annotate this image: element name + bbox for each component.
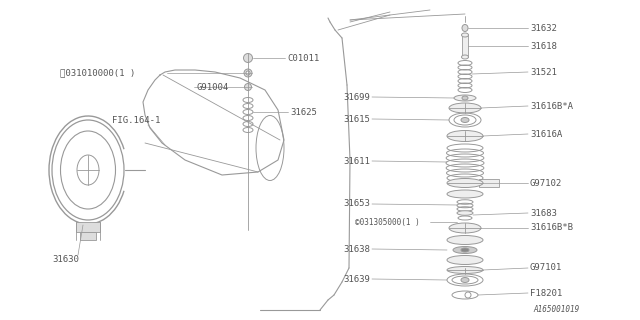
Text: 31521: 31521 <box>530 68 557 76</box>
Ellipse shape <box>457 211 473 215</box>
Text: G91004: G91004 <box>196 83 228 92</box>
Text: 31639: 31639 <box>343 275 370 284</box>
Ellipse shape <box>447 267 483 274</box>
Text: 31618: 31618 <box>530 42 557 51</box>
Text: 31616B*A: 31616B*A <box>530 101 573 110</box>
Ellipse shape <box>461 33 468 37</box>
Text: 31653: 31653 <box>343 199 370 209</box>
Ellipse shape <box>461 277 469 283</box>
Text: C01011: C01011 <box>287 53 319 62</box>
Text: 31615: 31615 <box>343 115 370 124</box>
Text: 31699: 31699 <box>343 92 370 101</box>
Ellipse shape <box>447 236 483 244</box>
Ellipse shape <box>246 71 250 75</box>
Text: 31630: 31630 <box>52 255 79 265</box>
Text: Ⓦ031010000(1 ): Ⓦ031010000(1 ) <box>60 68 135 77</box>
Ellipse shape <box>461 117 469 123</box>
Ellipse shape <box>453 246 477 253</box>
Ellipse shape <box>243 53 253 62</box>
Ellipse shape <box>462 96 468 100</box>
Text: 31625: 31625 <box>290 108 317 116</box>
Ellipse shape <box>462 25 468 31</box>
Text: 31683: 31683 <box>530 209 557 218</box>
Bar <box>479 179 499 187</box>
Ellipse shape <box>447 179 483 188</box>
Text: G97102: G97102 <box>530 179 563 188</box>
Ellipse shape <box>449 223 481 233</box>
Text: 31638: 31638 <box>343 244 370 253</box>
Text: FIG.164-1: FIG.164-1 <box>112 116 161 124</box>
Text: 31616B*B: 31616B*B <box>530 223 573 233</box>
Text: 31632: 31632 <box>530 23 557 33</box>
Text: F18201: F18201 <box>530 289 563 298</box>
Ellipse shape <box>244 84 252 91</box>
Text: G97101: G97101 <box>530 263 563 273</box>
Ellipse shape <box>447 131 483 141</box>
Ellipse shape <box>461 248 469 252</box>
Bar <box>80 232 96 240</box>
Ellipse shape <box>461 55 468 59</box>
Text: 31611: 31611 <box>343 156 370 165</box>
Text: 31616A: 31616A <box>530 130 563 139</box>
Text: A165001019: A165001019 <box>534 306 580 315</box>
Ellipse shape <box>447 190 483 198</box>
Ellipse shape <box>449 103 481 113</box>
Text: ©031305000(1 ): ©031305000(1 ) <box>355 218 420 227</box>
Bar <box>462 35 468 57</box>
Ellipse shape <box>447 255 483 265</box>
Bar <box>76 222 100 232</box>
Ellipse shape <box>454 95 476 101</box>
Ellipse shape <box>244 69 252 77</box>
